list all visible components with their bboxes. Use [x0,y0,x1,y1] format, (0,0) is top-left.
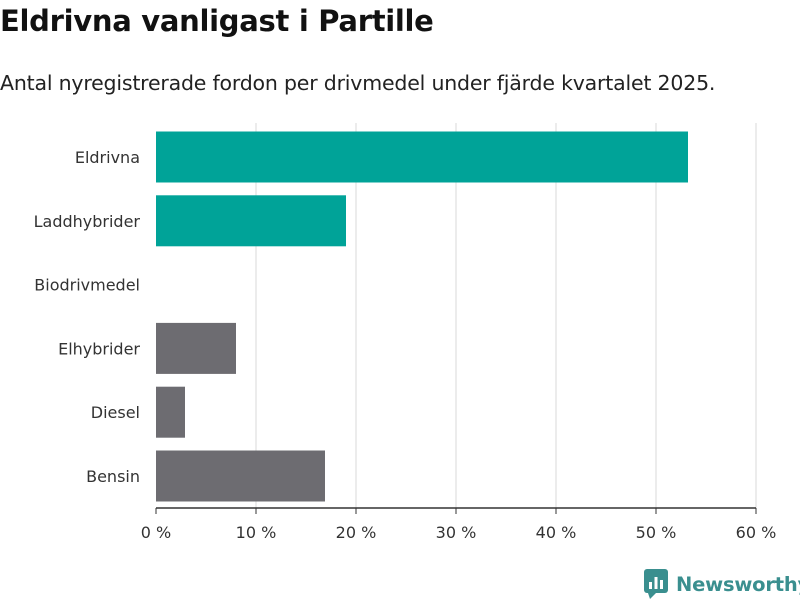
category-labels: Eldrivna Laddhybrider Biodrivmedel Elhybrid… [34,148,141,486]
category-label: Diesel [91,403,140,422]
bar-diesel[interactable] [156,386,185,438]
bar-chart: 0 % 10 % 20 % 30 % 40 % 50 % 60 % Eldrivna Ladd… [34,123,777,542]
x-tick-label: 60 % [736,523,777,542]
bar-laddhybrider[interactable] [156,195,346,247]
category-label: Bensin [86,467,140,486]
newsworthy-logo[interactable]: Newsworthy [644,569,800,599]
newsworthy-logo-icon [644,569,668,599]
category-label: Laddhybrider [34,212,141,231]
category-label: Eldrivna [75,148,140,167]
brand-name: Newsworthy [676,572,800,596]
x-tick-label: 50 % [636,523,677,542]
x-tick-label: 30 % [436,523,477,542]
category-label: Biodrivmedel [34,276,140,295]
x-tick-label: 10 % [236,523,277,542]
bar-eldrivna[interactable] [156,131,688,183]
x-axis: 0 % 10 % 20 % 30 % 40 % 50 % 60 % [141,507,777,542]
gridlines [255,123,757,508]
bars [156,131,688,502]
x-tick-label: 20 % [336,523,377,542]
category-label: Elhybrider [58,339,140,358]
chart-title: Eldrivna vanligast i Partille [0,4,434,38]
x-tick-label: 0 % [141,523,171,542]
bar-bensin[interactable] [156,450,325,502]
x-tick-label: 40 % [536,523,577,542]
bar-elhybrider[interactable] [156,322,236,374]
chart-subtitle: Antal nyregistrerade fordon per drivmede… [0,71,716,95]
